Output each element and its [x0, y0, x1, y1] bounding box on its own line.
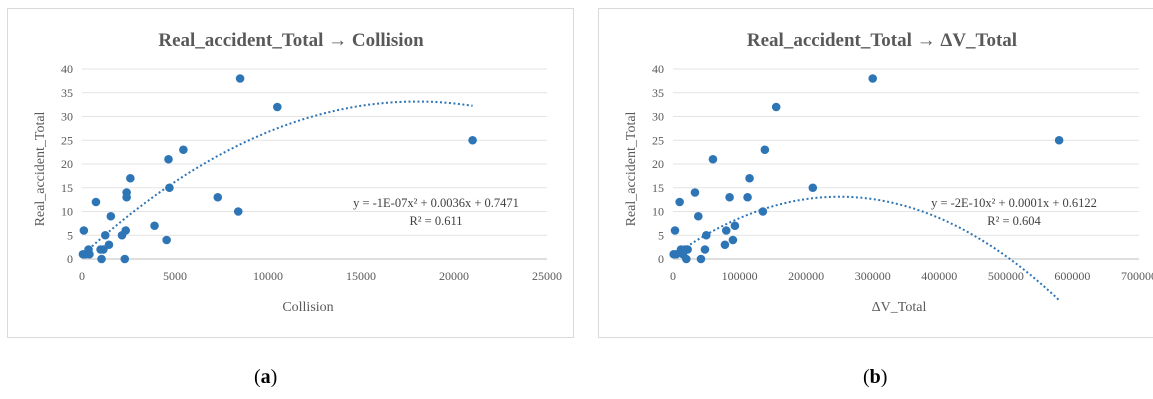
data-point — [122, 188, 131, 197]
y-tick-label: 15 — [652, 181, 664, 195]
x-tick-label: 20000 — [439, 269, 469, 283]
data-point — [720, 240, 730, 250]
data-point — [728, 235, 738, 245]
x-tick-label: 15000 — [346, 269, 376, 283]
y-tick-label: 15 — [61, 181, 73, 195]
x-tick-label: 0 — [670, 269, 676, 283]
x-axis-label: Collision — [282, 300, 333, 315]
data-point — [868, 74, 878, 83]
chart-panel-a: Real_accident_Total → Collision 0 5 10 15 20… — [7, 8, 574, 338]
y-tick-label: 35 — [652, 86, 664, 100]
data-point — [126, 173, 135, 183]
trendline — [81, 100, 473, 257]
data-point — [468, 135, 477, 145]
y-tick-label: 40 — [61, 62, 73, 76]
x-tick-label: 10000 — [253, 269, 283, 283]
caption-a: (a) — [254, 366, 278, 388]
data-point — [745, 173, 754, 183]
x-tick-label: 25000 — [532, 269, 562, 283]
data-point — [121, 226, 131, 235]
trendline-equation: y = -2E-10x² + 0.0001x + 0.6122 — [931, 196, 1097, 210]
data-point — [721, 226, 731, 235]
data-point — [696, 254, 706, 264]
data-point — [760, 145, 770, 155]
data-point — [85, 249, 94, 259]
x-tick-label: 200000 — [788, 269, 824, 283]
chart-title: Real_accident_Total → Collision — [158, 30, 424, 51]
data-point — [675, 197, 684, 207]
data-point — [79, 226, 89, 235]
y-tick-label: 25 — [61, 133, 73, 147]
data-point — [725, 192, 734, 202]
caption-b: (b) — [863, 366, 888, 388]
trendline — [685, 195, 1060, 301]
data-point — [165, 183, 174, 193]
y-tick-label: 20 — [61, 157, 73, 171]
y-tick-label: 30 — [61, 110, 73, 124]
y-tick-label: 20 — [652, 157, 664, 171]
x-tick-label: 600000 — [1054, 269, 1090, 283]
y-tick-label: 0 — [67, 252, 73, 266]
data-point — [670, 226, 680, 235]
data-point — [730, 221, 740, 231]
data-point — [701, 230, 711, 240]
x-tick-label: 500000 — [988, 269, 1024, 283]
data-point — [235, 74, 245, 83]
data-point — [100, 230, 110, 240]
chart-panel-b: Real_accident_Total → ΔV_Total 0 5 10 15 20 2… — [598, 8, 1153, 338]
data-point — [179, 145, 188, 155]
x-tick-label: 0 — [79, 269, 85, 283]
data-point — [700, 245, 710, 254]
y-tick-label: 40 — [652, 62, 664, 76]
data-point — [273, 102, 282, 112]
scatter-chart-b: Real_accident_Total → ΔV_Total 0 5 10 15 20 2… — [624, 30, 1153, 315]
data-point — [1054, 135, 1064, 145]
x-tick-label: 5000 — [163, 269, 187, 283]
data-point — [808, 183, 818, 193]
y-tick-label: 10 — [61, 205, 73, 219]
data-point — [683, 245, 692, 254]
data-point — [99, 245, 108, 254]
data-point — [682, 254, 691, 264]
data-point — [233, 207, 243, 216]
chart-title: Real_accident_Total → ΔV_Total — [747, 30, 1017, 51]
data-point — [106, 211, 116, 221]
x-tick-label: 300000 — [855, 269, 891, 283]
scatter-chart-a: Real_accident_Total → Collision 0 5 10 15 20… — [33, 30, 562, 315]
data-point — [162, 235, 171, 245]
x-axis-label: ΔV_Total — [872, 300, 927, 315]
data-point — [213, 192, 223, 202]
data-point — [91, 197, 101, 207]
data-point — [708, 154, 718, 164]
trendline-equation: y = -1E-07x² + 0.0036x + 0.7471 — [353, 196, 519, 210]
data-point — [120, 254, 130, 264]
y-tick-label: 10 — [652, 205, 664, 219]
y-tick-label: 25 — [652, 133, 664, 147]
data-point — [164, 154, 173, 164]
data-point — [150, 221, 159, 231]
x-tick-label: 400000 — [921, 269, 957, 283]
y-axis-label: Real_accident_Total — [624, 111, 639, 226]
data-point — [743, 192, 752, 202]
trendline-r2: R² = 0.611 — [409, 214, 462, 228]
data-point — [97, 254, 106, 264]
data-point — [104, 240, 114, 250]
x-tick-label: 100000 — [722, 269, 758, 283]
y-tick-label: 5 — [67, 228, 73, 242]
data-point — [690, 188, 700, 197]
y-tick-label: 5 — [658, 228, 664, 242]
x-tick-label: 700000 — [1121, 269, 1153, 283]
y-axis-label: Real_accident_Total — [33, 111, 48, 226]
y-tick-label: 30 — [652, 110, 664, 124]
data-point — [771, 102, 781, 112]
y-tick-label: 0 — [658, 252, 664, 266]
data-point — [758, 207, 768, 216]
trendline-r2: R² = 0.604 — [987, 214, 1041, 228]
y-tick-label: 35 — [61, 86, 73, 100]
data-point — [693, 211, 703, 221]
